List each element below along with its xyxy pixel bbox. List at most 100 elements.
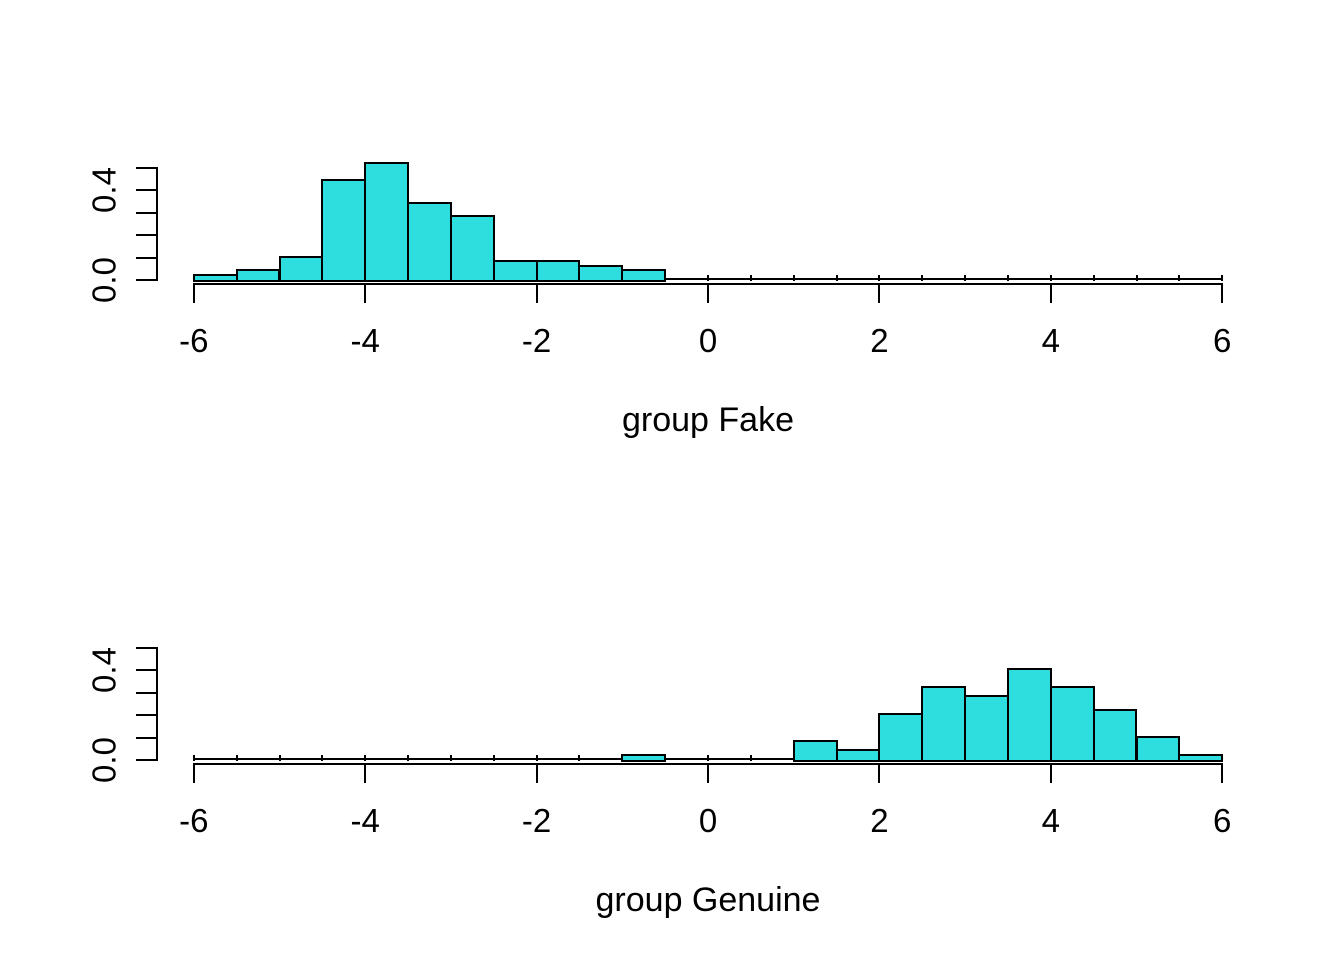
zero-bin-edge-mark [707, 755, 709, 761]
x-tick-label: -2 [521, 322, 552, 359]
y-axis-tick [135, 669, 156, 672]
zero-bin-edge-mark [278, 755, 281, 761]
y-axis-line [155, 647, 158, 761]
x-tick-label: 0 [698, 802, 718, 839]
zero-bin-edge-mark [749, 755, 752, 761]
histogram-bar [964, 695, 1009, 762]
zero-bin-edge-mark [1092, 275, 1095, 281]
histogram-bar [1135, 735, 1181, 762]
zero-bin-edge-mark [878, 275, 881, 281]
y-axis-tick [135, 736, 156, 739]
x-axis-title-fake: group Fake [622, 401, 794, 439]
histogram-bar [878, 713, 924, 762]
histogram-bar [407, 201, 452, 282]
zero-bin-edge-mark [664, 755, 667, 761]
y-tick-label: 0.0 [85, 737, 123, 783]
histogram-bar [792, 740, 838, 762]
zero-bin-edge-mark [1049, 275, 1052, 281]
y-tick-label: 0.4 [85, 167, 123, 214]
x-axis-tick [1049, 765, 1052, 783]
zero-bin-edge-mark [664, 275, 667, 281]
zero-bin-edge-mark [192, 755, 195, 761]
x-axis-tick [1221, 285, 1224, 303]
x-tick-label: -6 [179, 802, 209, 839]
x-axis-tick [878, 765, 881, 783]
x-tick-label: -2 [521, 802, 552, 839]
y-axis-tick [135, 211, 156, 214]
y-tick-label: 0.0 [85, 257, 123, 303]
zero-bin-edge-mark [835, 275, 838, 281]
y-axis-tick [135, 256, 156, 259]
zero-bin-edge-mark [578, 755, 581, 761]
histogram-bar [1049, 686, 1095, 762]
zero-bin-edge-mark [1221, 275, 1224, 281]
y-axis-tick [135, 279, 156, 281]
y-axis-tick [135, 234, 156, 237]
y-tick-label: 0.4 [85, 647, 123, 694]
y-axis-line [155, 167, 158, 281]
histogram-bar [921, 686, 967, 762]
x-tick-label: -6 [179, 322, 209, 359]
y-axis-tick [135, 759, 156, 761]
y-axis-tick [135, 691, 156, 694]
zero-bin-edge-mark [364, 755, 367, 761]
x-axis-title-genuine: group Genuine [595, 881, 821, 919]
x-axis-line [192, 283, 1224, 285]
y-axis-tick [135, 189, 156, 192]
histogram-bar [235, 269, 281, 282]
zero-bin-edge-mark [1178, 275, 1181, 281]
y-axis-tick [135, 647, 156, 649]
histogram-bar [535, 260, 581, 282]
x-tick-label: 4 [1041, 802, 1060, 839]
x-axis-tick [535, 285, 538, 303]
histogram-bar [321, 179, 367, 282]
zero-bin-edge-mark [449, 755, 452, 761]
x-axis-tick [707, 765, 709, 783]
histogram-bar [449, 215, 495, 282]
zero-bin-edge-mark [707, 275, 709, 281]
x-tick-label: 6 [1213, 802, 1232, 839]
zero-bin-edge-mark [1006, 275, 1009, 281]
zero-bin-edge-mark [235, 755, 238, 761]
histogram-bar [1092, 708, 1138, 762]
x-axis-tick [364, 285, 367, 303]
zero-bin-edge-mark [792, 275, 795, 281]
histogram-bar [364, 161, 410, 282]
x-tick-label: 0 [698, 322, 718, 359]
x-tick-label: 4 [1041, 322, 1060, 359]
zero-bin-edge-mark [492, 755, 495, 761]
histogram-bar [835, 749, 881, 762]
x-tick-label: -4 [350, 322, 380, 359]
histogram-bar [1178, 753, 1224, 762]
x-axis-tick [707, 285, 709, 303]
histogram-bar [578, 264, 624, 282]
zero-bin-edge-mark [921, 275, 924, 281]
x-axis-tick [878, 285, 881, 303]
x-axis-tick [192, 285, 195, 303]
histogram-bar [1006, 668, 1052, 762]
y-axis-tick [135, 167, 156, 169]
zero-bin-edge-mark [321, 755, 324, 761]
x-axis-tick [364, 765, 367, 783]
zero-bin-edge-mark [535, 755, 538, 761]
histogram-bar [192, 273, 238, 282]
histogram-bar [621, 753, 667, 762]
x-tick-label: 6 [1213, 322, 1232, 359]
histogram-bar [621, 269, 667, 282]
x-tick-label: 2 [870, 802, 889, 839]
x-axis-tick [192, 765, 195, 783]
histogram-bar [278, 255, 324, 282]
zero-bin-edge-mark [964, 275, 967, 281]
y-axis-tick [135, 714, 156, 717]
x-axis-tick [535, 765, 538, 783]
x-tick-label: 2 [870, 322, 889, 359]
zero-bin-edge-mark [1135, 275, 1138, 281]
x-tick-label: -4 [350, 802, 380, 839]
x-axis-tick [1049, 285, 1052, 303]
histogram-bar [492, 260, 538, 282]
x-axis-line [192, 763, 1224, 765]
zero-bin-edge-mark [749, 275, 752, 281]
zero-bin-edge-mark [407, 755, 410, 761]
x-axis-tick [1221, 765, 1224, 783]
